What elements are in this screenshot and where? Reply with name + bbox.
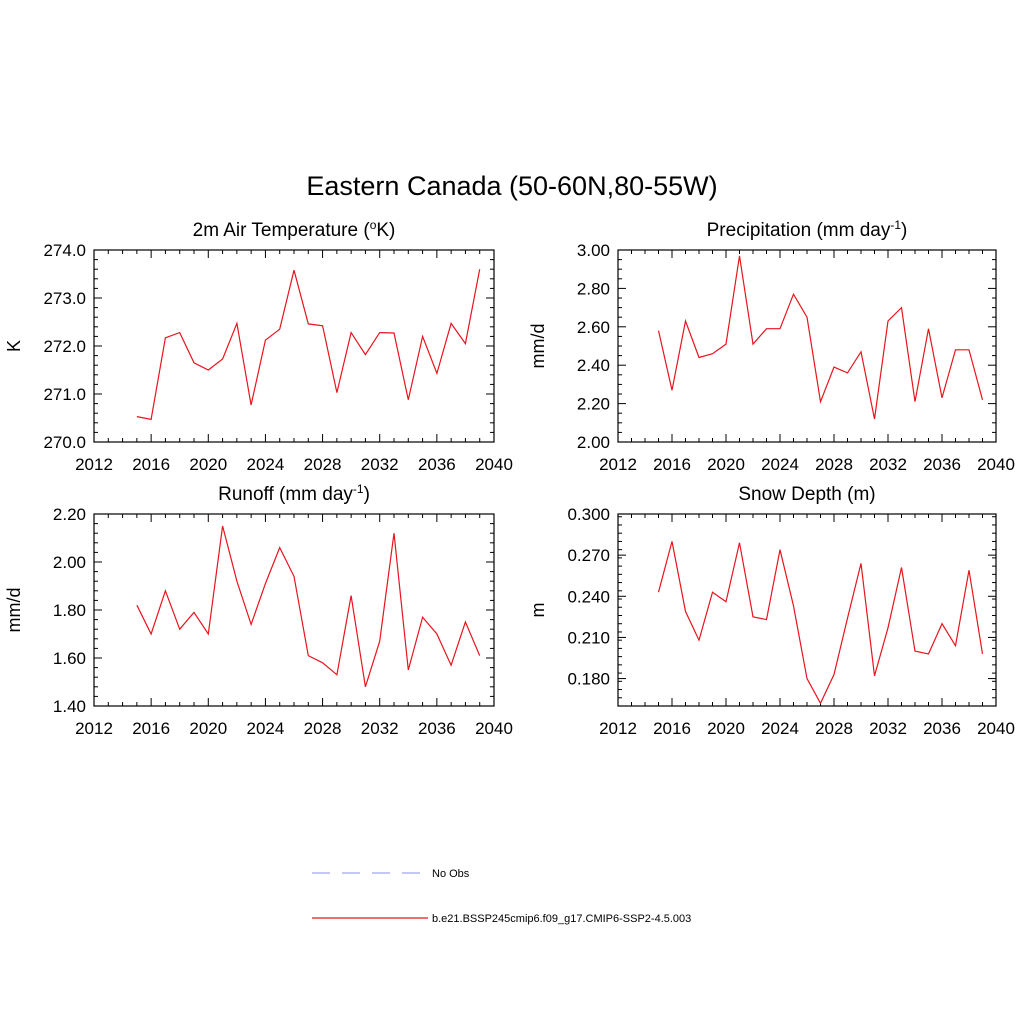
y-tick-label: 3.00: [577, 241, 610, 260]
panel-runoff: Runoff (mm day-1) mm/d 2012 2016 2020 2024 202…: [4, 482, 513, 738]
plot-frame-air-temperature: [93, 249, 495, 443]
x-tick-label: 2040: [475, 455, 513, 474]
x-tick-label: 2040: [475, 719, 513, 738]
panel-snow-depth: Snow Depth (m) m 2012 2016 2020 2024 2028 2032 2…: [528, 484, 1015, 738]
y-tick-label: 2.00: [577, 433, 610, 452]
x-tick-label: 2020: [189, 719, 227, 738]
y-tick-label: 1.60: [53, 649, 86, 668]
x-tick-label: 2024: [761, 455, 799, 474]
y-tick-label: 2.80: [577, 279, 610, 298]
panel-title-precipitation: Precipitation (mm day-1): [707, 218, 908, 241]
x-tick-label: 2028: [815, 455, 853, 474]
x-tick-label: 2036: [418, 455, 456, 474]
y-tick-label: 2.40: [577, 356, 610, 375]
x-tick-label: 2032: [869, 455, 907, 474]
x-tick-label: 2032: [869, 719, 907, 738]
x-tick-label: 2028: [815, 719, 853, 738]
panel-precipitation: Precipitation (mm day-1) mm/d 2012 2016 2020…: [528, 218, 1015, 474]
x-tick-label: 2016: [132, 455, 170, 474]
y-tick-label: 1.80: [53, 601, 86, 620]
x-tick-label: 2020: [707, 455, 745, 474]
panel-air-temperature: 2m Air Temperature (oK) K 2012 2016 2020 2024…: [4, 218, 513, 474]
y-axis-label-precipitation: mm/d: [528, 324, 548, 369]
y-tick-label: 270.0: [43, 433, 86, 452]
panel-title-snow-depth: Snow Depth (m): [738, 484, 875, 505]
series-line-snow-depth: [657, 541, 984, 705]
y-tick-label: 1.40: [53, 697, 86, 716]
panel-title-runoff: Runoff (mm day-1): [218, 482, 370, 505]
legend: No Obs b.e21.BSSP245cmip6.f09_g17.CMIP6-…: [312, 868, 691, 925]
series-line-air-temperature: [136, 269, 481, 421]
y-tick-label: 2.20: [577, 395, 610, 414]
x-tick-label: 2016: [653, 455, 691, 474]
x-tick-label: 2032: [361, 719, 399, 738]
x-tick-label: 2032: [361, 455, 399, 474]
plot-frame-precipitation: [617, 249, 997, 443]
x-tick-label: 2012: [75, 455, 113, 474]
x-tick-label: 2028: [304, 455, 342, 474]
y-tick-label: 0.240: [567, 587, 610, 606]
x-tick-label: 2024: [247, 719, 285, 738]
y-tick-label: 0.270: [567, 546, 610, 565]
y-tick-label: 271.0: [43, 385, 86, 404]
x-tick-label: 2036: [923, 719, 961, 738]
x-tick-label: 2020: [707, 719, 745, 738]
series-line-runoff: [136, 525, 481, 687]
y-tick-label: 272.0: [43, 337, 86, 356]
x-tick-label: 2040: [977, 455, 1015, 474]
x-tick-label: 2036: [923, 455, 961, 474]
x-tick-label: 2036: [418, 719, 456, 738]
y-axis-label-runoff: mm/d: [4, 588, 24, 633]
main-title: Eastern Canada (50-60N,80-55W): [306, 171, 717, 201]
y-axis-label-air-temperature: K: [4, 340, 24, 352]
x-tick-label: 2040: [977, 719, 1015, 738]
x-tick-label: 2024: [761, 719, 799, 738]
x-tick-label: 2012: [599, 455, 637, 474]
legend-label-no-obs: No Obs: [432, 868, 470, 880]
y-tick-label: 0.300: [567, 505, 610, 524]
x-tick-label: 2012: [75, 719, 113, 738]
y-tick-label: 2.00: [53, 553, 86, 572]
x-tick-label: 2016: [132, 719, 170, 738]
x-tick-label: 2012: [599, 719, 637, 738]
x-tick-label: 2020: [189, 455, 227, 474]
y-tick-label: 2.20: [53, 505, 86, 524]
panel-title-air-temperature: 2m Air Temperature (oK): [193, 218, 396, 241]
y-tick-label: 0.180: [567, 670, 610, 689]
x-tick-label: 2028: [304, 719, 342, 738]
x-tick-label: 2016: [653, 719, 691, 738]
legend-label-model: b.e21.BSSP245cmip6.f09_g17.CMIP6-SSP2-4.…: [432, 913, 691, 925]
series-line-precipitation: [657, 255, 984, 420]
x-tick-label: 2024: [247, 455, 285, 474]
y-tick-label: 273.0: [43, 289, 86, 308]
plot-frame-runoff: [93, 513, 495, 707]
y-tick-label: 2.60: [577, 318, 610, 337]
y-axis-label-snow-depth: m: [528, 603, 548, 618]
y-tick-label: 0.210: [567, 628, 610, 647]
y-tick-label: 274.0: [43, 241, 86, 260]
